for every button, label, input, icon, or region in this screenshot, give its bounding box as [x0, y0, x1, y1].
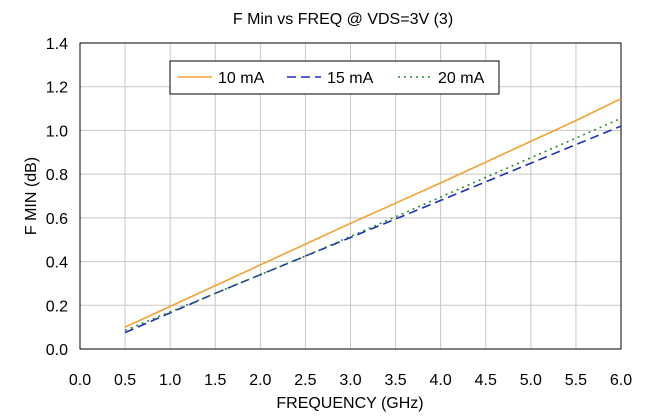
- x-tick-label: 5.5: [565, 372, 587, 389]
- legend-label: 10 mA: [218, 70, 265, 87]
- x-tick-label: 0.0: [69, 372, 91, 389]
- y-tick-label: 0.2: [46, 298, 68, 315]
- series-line: [124, 97, 622, 328]
- x-tick-labels: 0.0 0.5 1.0 1.5 2.0 2.5 3.0 3.5 4.0 4.5 5.0 5.5 6.0: [69, 372, 632, 389]
- x-tick-label: 2.5: [294, 372, 316, 389]
- x-tick-label: 4.0: [430, 372, 452, 389]
- x-tick-label: 4.5: [475, 372, 497, 389]
- legend-label: 15 mA: [327, 70, 374, 87]
- x-tick-label: 0.5: [114, 372, 136, 389]
- x-tick-label: 3.5: [384, 372, 406, 389]
- y-tick-label: 1.4: [46, 36, 68, 53]
- x-tick-label: 6.0: [610, 372, 632, 389]
- x-tick-label: 1.5: [204, 372, 226, 389]
- y-tick-label: 0.8: [46, 167, 68, 184]
- y-tick-label: 0.0: [46, 342, 68, 359]
- legend: 10 mA 15 mA 20 mA: [169, 60, 500, 95]
- x-axis-title: FREQUENCY (GHz): [276, 395, 423, 412]
- x-tick-label: 2.0: [249, 372, 271, 389]
- chart-title: F Min vs FREQ @ VDS=3V (3): [233, 11, 453, 28]
- y-tick-label: 0.6: [46, 211, 68, 228]
- x-tick-label: 1.0: [159, 372, 181, 389]
- legend-box: [169, 60, 500, 95]
- series-line: [124, 125, 622, 334]
- x-tick-label: 3.0: [339, 372, 361, 389]
- x-tick-label: 5.0: [520, 372, 542, 389]
- y-tick-label: 1.2: [46, 80, 68, 97]
- series-line: [124, 117, 622, 332]
- y-axis-title: F MIN (dB): [23, 157, 40, 235]
- series-lines: [124, 97, 622, 334]
- y-tick-label: 0.4: [46, 255, 68, 272]
- plot-frame: [79, 42, 622, 350]
- legend-label: 20 mA: [438, 70, 485, 87]
- y-tick-label: 1.0: [46, 123, 68, 140]
- y-tick-labels: 0.0 0.2 0.4 0.6 0.8 1.0 1.2 1.4: [46, 36, 68, 359]
